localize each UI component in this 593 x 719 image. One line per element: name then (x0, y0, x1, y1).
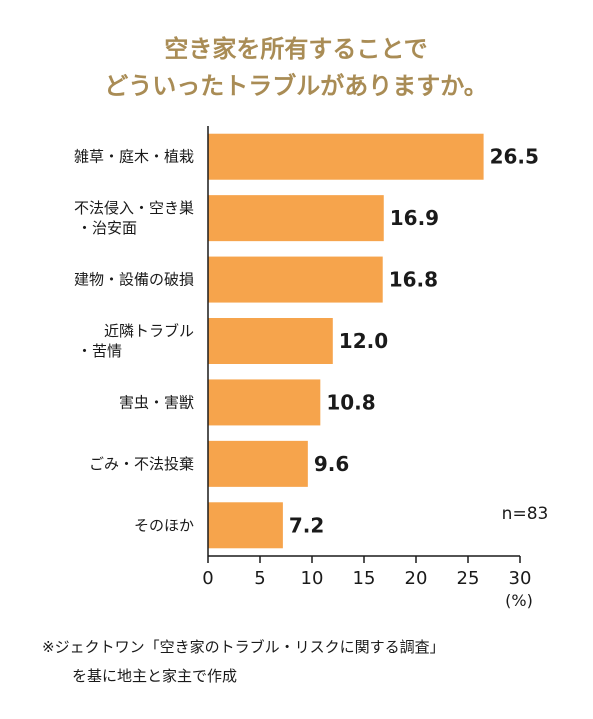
bar-3 (208, 318, 333, 364)
bar-6 (208, 502, 283, 549)
value-labels: 26.5 16.9 16.8 12.0 10.8 9.6 7.2 (289, 145, 539, 538)
value-label-6: 7.2 (289, 513, 324, 537)
category-label-1-1: ・治安面 (77, 219, 137, 237)
bar-5 (208, 440, 308, 487)
value-label-2: 16.8 (389, 268, 438, 292)
x-axis-unit: (%) (505, 591, 533, 610)
category-label-0-0: 雑草・庭木・植栽 (74, 148, 194, 166)
value-label-4: 10.8 (326, 390, 375, 414)
bar-2 (208, 256, 383, 303)
category-label-3-0: 近隣トラブル (104, 322, 194, 340)
footnote-line-1: ※ジェクトワン「空き家のトラブル・リスクに関する調査」 (42, 638, 445, 656)
chart-title-line-2: どういったトラブルがありますか。 (104, 72, 488, 100)
x-tick-label-0: 0 (202, 568, 213, 589)
x-axis: 0 5 10 15 20 25 30 (202, 126, 531, 589)
x-tick-label-6: 30 (509, 568, 532, 589)
bar-0 (208, 133, 484, 180)
bar-1 (208, 195, 384, 242)
x-tick-label-5: 25 (457, 568, 480, 589)
category-label-2-0: 建物・設備の破損 (74, 271, 194, 289)
x-tick-label-3: 15 (353, 568, 376, 589)
x-tick-label-1: 5 (254, 568, 265, 589)
bars-group (208, 133, 484, 549)
value-label-5: 9.6 (314, 452, 349, 476)
x-tick-label-2: 10 (301, 568, 324, 589)
footnote-line-2: を基に地主と家主で作成 (72, 667, 237, 685)
chart-title-line-1: 空き家を所有することで (164, 35, 427, 63)
category-label-6-0: そのほか (134, 516, 194, 534)
category-label-4-0: 害虫・害獣 (119, 393, 194, 411)
value-label-3: 12.0 (339, 329, 388, 353)
x-tick-label-4: 20 (405, 568, 428, 589)
value-label-0: 26.5 (490, 145, 539, 169)
category-label-1-0: 不法侵入・空き巣 (74, 199, 194, 217)
value-label-1: 16.9 (390, 206, 439, 230)
category-labels: 雑草・庭木・植栽不法侵入・空き巣・治安面建物・設備の破損近隣トラブル・苦情害虫・… (74, 148, 194, 535)
category-label-3-1: ・苦情 (77, 342, 122, 360)
bar-4 (208, 379, 321, 426)
sample-size-note: n=83 (502, 504, 549, 524)
category-label-5-0: ごみ・不法投棄 (89, 455, 194, 473)
